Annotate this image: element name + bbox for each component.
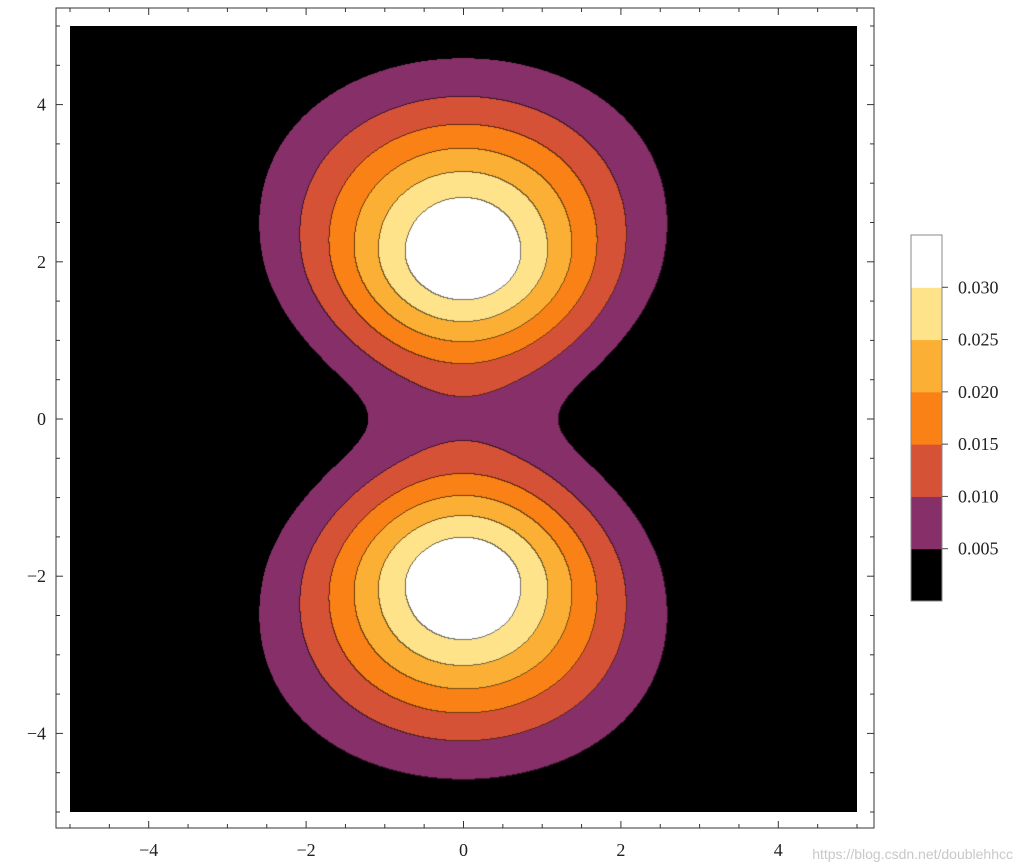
legend-swatch — [911, 391, 942, 445]
x-tick-label: −4 — [139, 840, 158, 860]
legend-swatch — [911, 444, 942, 497]
y-tick-label: 0 — [37, 409, 46, 429]
y-tick-label: 2 — [37, 252, 46, 272]
x-tick-label: −2 — [297, 840, 316, 860]
y-tick-label: −2 — [27, 566, 46, 586]
legend-swatch — [911, 287, 942, 341]
legend-label: 0.010 — [958, 486, 999, 506]
legend-label: 0.025 — [958, 330, 999, 350]
legend-label: 0.020 — [958, 382, 999, 402]
x-tick-label: 2 — [616, 840, 625, 860]
legend-swatch — [911, 496, 942, 550]
legend-swatch — [911, 548, 942, 602]
legend-label: 0.015 — [958, 434, 999, 454]
legend-swatch — [911, 339, 942, 393]
watermark-text: https://blog.csdn.net/doublehhcc — [812, 846, 1013, 862]
plot-area — [70, 26, 857, 812]
legend-label: 0.030 — [958, 277, 999, 297]
y-tick-label: −4 — [27, 723, 46, 743]
legend-label: 0.005 — [958, 539, 999, 559]
legend-swatch — [911, 235, 942, 288]
frame-border — [55, 7, 875, 829]
axes: −4 −2 0 2 4 −4 −2 0 2 4 — [27, 8, 874, 860]
y-tick-label: 4 — [37, 95, 46, 115]
plot-frame — [55, 7, 875, 829]
legend: 0.030 0.025 0.020 0.015 0.010 0.005 — [910, 234, 999, 602]
contour-fill — [70, 26, 857, 812]
legend-border — [910, 234, 943, 602]
x-tick-label: 0 — [459, 840, 468, 860]
x-tick-label: 4 — [774, 840, 783, 860]
